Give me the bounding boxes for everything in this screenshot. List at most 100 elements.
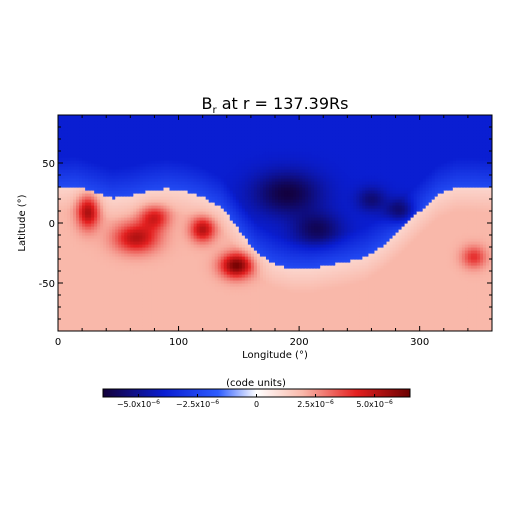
heatmap-cell	[145, 295, 150, 299]
heatmap-cell	[262, 142, 267, 146]
heatmap-cell	[190, 307, 195, 311]
heatmap-cell	[202, 298, 207, 302]
heatmap-cell	[253, 160, 258, 164]
heatmap-cell	[112, 310, 116, 314]
heatmap-cell	[85, 199, 89, 203]
heatmap-cell	[130, 148, 134, 152]
heatmap-cell	[235, 265, 240, 269]
heatmap-cell	[112, 211, 116, 215]
heatmap-cell	[244, 229, 249, 233]
heatmap-cell	[235, 193, 240, 197]
heatmap-cell	[85, 325, 89, 329]
heatmap-cell	[211, 157, 216, 161]
heatmap-cell	[223, 280, 228, 284]
heatmap-cell	[160, 154, 165, 158]
heatmap-cell	[103, 313, 107, 317]
heatmap-cell	[67, 229, 71, 233]
heatmap-cell	[91, 232, 95, 236]
heatmap-cell	[220, 214, 225, 218]
heatmap-cell	[196, 178, 201, 182]
heatmap-cell	[169, 187, 174, 191]
heatmap-cell	[160, 244, 165, 248]
heatmap-cell	[139, 169, 143, 173]
heatmap-cell	[154, 268, 159, 272]
heatmap-cell	[163, 175, 168, 179]
heatmap-cell	[181, 199, 186, 203]
heatmap-cell	[187, 214, 192, 218]
heatmap-cell	[256, 142, 261, 146]
heatmap-cell	[193, 115, 198, 119]
heatmap-cell	[121, 229, 125, 233]
heatmap-cell	[67, 265, 71, 269]
heatmap-cell	[64, 286, 68, 290]
heatmap-cell	[76, 178, 80, 182]
heatmap-cell	[58, 319, 62, 323]
heatmap-cell	[76, 277, 80, 281]
heatmap-cell	[154, 157, 159, 161]
heatmap-cell	[118, 190, 122, 194]
heatmap-cell	[154, 187, 159, 191]
heatmap-cell	[103, 319, 107, 323]
heatmap-cell	[79, 166, 83, 170]
heatmap-cell	[226, 196, 231, 200]
heatmap-cell	[193, 193, 198, 197]
heatmap-cell	[244, 253, 249, 257]
heatmap-cell	[157, 121, 162, 125]
heatmap-cell	[85, 256, 89, 260]
heatmap-cell	[127, 229, 131, 233]
heatmap-cell	[124, 223, 128, 227]
heatmap-cell	[58, 208, 62, 212]
heatmap-cell	[205, 325, 210, 329]
heatmap-cell	[160, 157, 165, 161]
heatmap-cell	[187, 304, 192, 308]
heatmap-cell	[187, 199, 192, 203]
heatmap-cell	[85, 295, 89, 299]
heatmap-cell	[73, 169, 77, 173]
heatmap-cell	[178, 175, 183, 179]
heatmap-cell	[247, 253, 252, 257]
heatmap-cell	[199, 154, 204, 158]
heatmap-cell	[154, 220, 159, 224]
heatmap-cell	[106, 118, 110, 122]
heatmap-cell	[205, 265, 210, 269]
heatmap-cell	[208, 265, 213, 269]
heatmap-cell	[199, 157, 204, 161]
heatmap-cell	[262, 181, 267, 185]
heatmap-cell	[196, 316, 201, 320]
heatmap-cell	[196, 166, 201, 170]
heatmap-cell	[82, 229, 86, 233]
heatmap-cell	[259, 172, 264, 176]
heatmap-cell	[79, 214, 83, 218]
heatmap-cell	[79, 160, 83, 164]
heatmap-cell	[238, 190, 243, 194]
heatmap-cell	[160, 289, 165, 293]
heatmap-cell	[196, 313, 201, 317]
heatmap-cell	[94, 223, 98, 227]
heatmap-cell	[151, 298, 156, 302]
heatmap-cell	[61, 163, 65, 167]
heatmap-cell	[73, 304, 77, 308]
heatmap-cell	[214, 118, 219, 122]
heatmap-cell	[262, 301, 267, 305]
heatmap-cell	[196, 115, 201, 119]
heatmap-cell	[148, 229, 153, 233]
heatmap-cell	[217, 178, 222, 182]
heatmap-cell	[172, 172, 177, 176]
heatmap-cell	[94, 238, 98, 242]
heatmap-cell	[121, 118, 125, 122]
heatmap-cell	[169, 154, 174, 158]
heatmap-cell	[187, 316, 192, 320]
heatmap-cell	[148, 166, 153, 170]
heatmap-cell	[214, 208, 219, 212]
heatmap-cell	[136, 205, 140, 209]
heatmap-cell	[88, 277, 92, 281]
heatmap-cell	[91, 172, 95, 176]
heatmap-cell	[97, 169, 101, 173]
heatmap-cell	[58, 229, 62, 233]
heatmap-cell	[67, 247, 71, 251]
heatmap-cell	[247, 262, 252, 266]
heatmap-cell	[115, 121, 119, 125]
heatmap-cell	[112, 118, 116, 122]
heatmap-cell	[202, 250, 207, 254]
heatmap-cell	[64, 151, 68, 155]
